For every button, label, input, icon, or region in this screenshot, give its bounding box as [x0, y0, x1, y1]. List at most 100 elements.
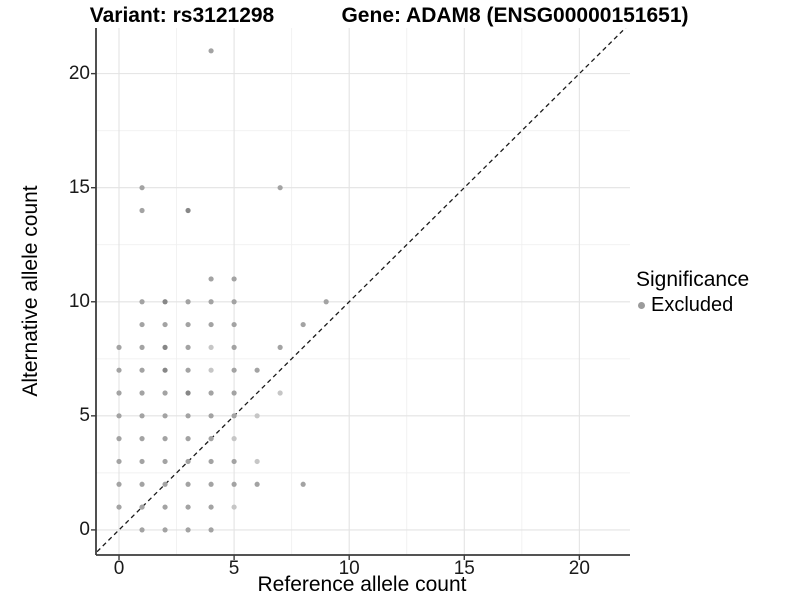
data-point — [139, 504, 145, 510]
data-point — [185, 413, 191, 419]
y-axis-title: Alternative allele count — [19, 185, 42, 397]
data-point — [185, 527, 191, 533]
data-point — [231, 413, 237, 419]
y-tick-label: 15 — [68, 176, 90, 198]
data-point — [231, 367, 237, 373]
data-point — [139, 527, 145, 533]
data-point — [185, 458, 191, 465]
data-point — [185, 504, 191, 510]
data-point — [162, 344, 168, 350]
data-point — [139, 367, 145, 373]
data-point — [231, 458, 237, 465]
data-point — [139, 458, 145, 465]
data-point — [139, 481, 145, 487]
legend-dot-icon — [638, 302, 645, 309]
data-point — [162, 504, 168, 510]
data-point — [208, 299, 214, 305]
y-tick-label: 20 — [68, 62, 90, 84]
data-point — [277, 344, 283, 350]
data-point — [208, 527, 214, 533]
data-point — [277, 390, 283, 396]
data-point — [231, 344, 237, 350]
data-point — [208, 413, 214, 419]
data-point — [116, 413, 122, 419]
data-point — [139, 390, 145, 396]
data-point — [116, 367, 122, 373]
data-point — [139, 436, 145, 442]
data-point — [139, 185, 145, 191]
data-point — [185, 207, 191, 214]
data-point — [231, 299, 237, 305]
data-point — [162, 458, 168, 465]
data-point — [208, 321, 214, 328]
data-point — [162, 481, 168, 487]
data-point — [116, 481, 122, 487]
data-point — [208, 390, 214, 396]
data-point — [185, 390, 191, 396]
data-point — [185, 299, 191, 305]
data-point — [116, 390, 122, 396]
y-tick-label: 0 — [79, 518, 90, 540]
legend: Significance Excluded — [636, 268, 749, 317]
data-point — [116, 458, 122, 465]
data-point — [208, 344, 214, 350]
data-point — [254, 413, 260, 419]
data-point — [185, 321, 191, 328]
data-point — [116, 436, 122, 442]
data-point — [231, 390, 237, 396]
data-point — [208, 276, 214, 282]
data-point — [139, 207, 145, 214]
x-tick-label: 15 — [453, 558, 475, 579]
x-tick-label: 0 — [113, 558, 125, 579]
x-tick-label: 10 — [338, 558, 360, 579]
data-point — [323, 299, 329, 305]
data-point — [208, 48, 214, 54]
data-point — [231, 321, 237, 328]
y-tick-label: 10 — [68, 290, 90, 312]
data-point — [231, 481, 237, 487]
data-point — [185, 344, 191, 350]
data-point — [208, 436, 214, 442]
data-point — [162, 436, 168, 442]
data-point — [185, 481, 191, 487]
x-tick-label: 5 — [228, 558, 240, 579]
x-tick-label: 20 — [568, 558, 590, 579]
data-point — [254, 481, 260, 487]
data-point — [208, 481, 214, 487]
plot-title-gene: Gene: ADAM8 (ENSG00000151651) — [341, 4, 689, 27]
data-point — [162, 299, 168, 305]
identity-line — [96, 28, 627, 554]
legend-item-excluded: Excluded — [636, 294, 749, 317]
data-point — [300, 321, 306, 328]
plot-title-variant: Variant: rs3121298 — [89, 4, 275, 27]
x-axis-title: Reference allele count — [257, 573, 467, 596]
data-point — [139, 413, 145, 419]
data-point — [300, 481, 306, 487]
data-point — [185, 436, 191, 442]
data-point — [231, 436, 237, 442]
data-point — [139, 321, 145, 328]
y-tick-label: 5 — [79, 404, 90, 426]
data-point — [162, 390, 168, 396]
data-point — [208, 458, 214, 465]
data-point — [277, 185, 283, 191]
data-point — [231, 276, 237, 282]
data-point — [139, 299, 145, 305]
data-point — [254, 367, 260, 373]
legend-title: Significance — [636, 268, 750, 291]
data-point — [254, 458, 260, 465]
data-point — [185, 367, 191, 373]
data-point — [116, 504, 122, 510]
data-point — [162, 321, 168, 328]
data-point — [162, 367, 168, 373]
data-point — [208, 367, 214, 373]
data-point — [116, 344, 122, 350]
data-point — [208, 504, 214, 510]
legend-item-label: Excluded — [651, 294, 734, 316]
data-point — [139, 344, 145, 350]
data-point — [162, 527, 168, 533]
data-point — [231, 504, 237, 510]
data-point — [162, 413, 168, 419]
